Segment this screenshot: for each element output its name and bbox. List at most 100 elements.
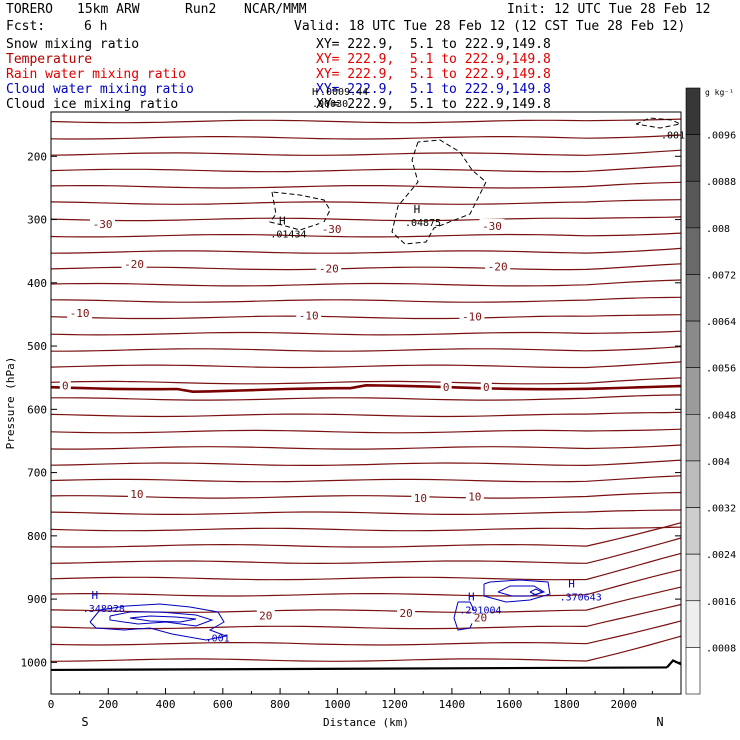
colorbar-tick-label: .0064 <box>706 317 736 328</box>
isotherm-line <box>50 296 682 303</box>
snow-contour <box>635 117 682 129</box>
x-tick-label: 1600 <box>496 698 523 711</box>
label-bg <box>485 259 511 273</box>
label-bg <box>67 306 93 320</box>
isotherm-line <box>50 149 682 156</box>
isotherm-line <box>50 134 682 140</box>
label-bg <box>121 256 147 270</box>
maximum-h-marker: H <box>568 578 575 591</box>
isotherm-line <box>50 411 682 418</box>
maximum-value: .348928 <box>83 604 125 615</box>
colorbar-tick-label: .0072 <box>706 270 736 281</box>
isotherm-label: -20 <box>124 258 144 271</box>
isotherm-line <box>50 552 682 581</box>
isotherm-line <box>50 314 682 320</box>
label-bg <box>465 489 484 503</box>
isotherm-label: 20 <box>474 611 487 624</box>
contour-labels: -30 -30 -30 -20 -20 -20 -10 -10 -10 0 0 0 10 10 10 20 20… <box>59 131 685 644</box>
isotherm-line <box>51 346 682 352</box>
maximum-value: .01434 <box>270 230 306 241</box>
label-bg <box>479 218 505 232</box>
isotherm-line <box>50 118 682 124</box>
colorbar-segment <box>685 507 701 555</box>
maximum-h-marker: H <box>468 590 475 603</box>
field-xy-cloud-water: XY= 222.9, 5.1 to 222.9,149.8 <box>316 82 551 97</box>
fcst-label: Fcst: <box>6 19 46 34</box>
maximum-value: .291004 <box>459 605 501 616</box>
south-endpoint-label: S <box>81 715 88 729</box>
isotherm-line <box>50 459 682 467</box>
colorbar-tick-label: .008 <box>706 224 730 235</box>
overlap-value-2: .00030 <box>312 99 349 110</box>
isotherm-line <box>50 569 682 597</box>
isotherm-line <box>50 247 682 254</box>
cloud-water-contour <box>497 585 546 597</box>
colorbar-tick-label: .0088 <box>706 177 736 188</box>
snow-contour <box>391 139 487 245</box>
maximum-value: .04875 <box>405 218 441 229</box>
label-bg <box>471 610 490 624</box>
field-name-rain: Rain water mixing ratio <box>6 67 187 82</box>
isotherm-line <box>50 232 682 238</box>
resolution: 15km ARW <box>77 2 140 17</box>
isotherm-label: 10 <box>468 491 481 504</box>
isotherm-line <box>50 475 682 483</box>
label-bg <box>296 308 322 322</box>
isotherm-line <box>50 444 682 450</box>
colorbar-segment <box>685 460 701 508</box>
ground-surface <box>50 666 668 672</box>
isotherm-label: 10 <box>130 488 143 501</box>
y-tick-label: 700 <box>27 467 47 480</box>
isotherm-line <box>50 428 682 434</box>
colorbar: g kg⁻¹ .0096 .0088 .008 .0072 .0064 .0056 .0048… <box>685 87 736 695</box>
isotherm-line <box>50 603 682 630</box>
isotherm-line <box>50 330 682 336</box>
label-bg <box>397 606 416 620</box>
isotherm-label: -30 <box>322 223 342 236</box>
label-bg <box>411 490 430 504</box>
overlap-value-1: .0009.44 <box>320 87 369 98</box>
isotherm-line <box>50 620 682 646</box>
isotherm-line <box>50 522 682 548</box>
valid-time: Valid: 18 UTC Tue 28 Feb 12 (12 CST Tue … <box>294 19 686 34</box>
colorbar-tick-label: .0048 <box>706 410 736 421</box>
field-name-cloud-water: Cloud water mixing ratio <box>6 82 194 97</box>
north-endpoint-label: N <box>656 715 663 729</box>
isotherm-line <box>50 199 682 205</box>
plot-frame <box>50 111 682 695</box>
axes: 0 200 400 600 800 1000 1200 1400 1600 1800 2000200… <box>4 111 682 729</box>
colorbar-segment <box>685 134 701 182</box>
snow-contour <box>269 191 331 231</box>
cloud-water-contour <box>453 601 477 631</box>
x-tick-label: 1000 <box>324 698 351 711</box>
isotherm-line <box>50 361 682 369</box>
y-tick-label: 1000 <box>21 656 48 669</box>
colorbar-segment <box>685 87 701 135</box>
colorbar-tick-label: .0032 <box>706 504 736 515</box>
colorbar-tick-label: .0008 <box>706 643 736 654</box>
x-tick-label: 0 <box>48 698 55 711</box>
field-xy-rain: XY= 222.9, 5.1 to 222.9,149.8 <box>316 67 551 82</box>
contour-value-label: .001 <box>206 633 230 644</box>
isotherm-label: -10 <box>299 310 319 323</box>
isotherm-label: 0 <box>443 381 450 394</box>
field-xy-cloud-ice: XY= 222.9, 5.1 to 222.9,149.8 <box>316 97 551 112</box>
maximum-value: .370643 <box>560 593 602 604</box>
isotherm-line <box>50 377 682 385</box>
isotherm-line <box>50 509 682 515</box>
cloud-water-contour <box>529 588 544 596</box>
x-tick-label: 1800 <box>553 698 580 711</box>
isotherm-label: -20 <box>319 262 339 275</box>
y-tick-label: 300 <box>27 214 47 227</box>
isotherm-line <box>51 394 682 401</box>
isotherm-label: -30 <box>93 218 113 231</box>
isotherm-line <box>50 279 682 287</box>
colorbar-tick-label: .0016 <box>706 597 736 608</box>
isotherm-label: 0 <box>62 379 69 392</box>
x-tick-label: 2000 <box>610 698 637 711</box>
field-name-temperature: Temperature <box>6 52 93 67</box>
isotherm-label: -10 <box>70 307 90 320</box>
colorbar-unit: g kg⁻¹ <box>705 88 734 97</box>
isotherm-label: 10 <box>414 492 427 505</box>
